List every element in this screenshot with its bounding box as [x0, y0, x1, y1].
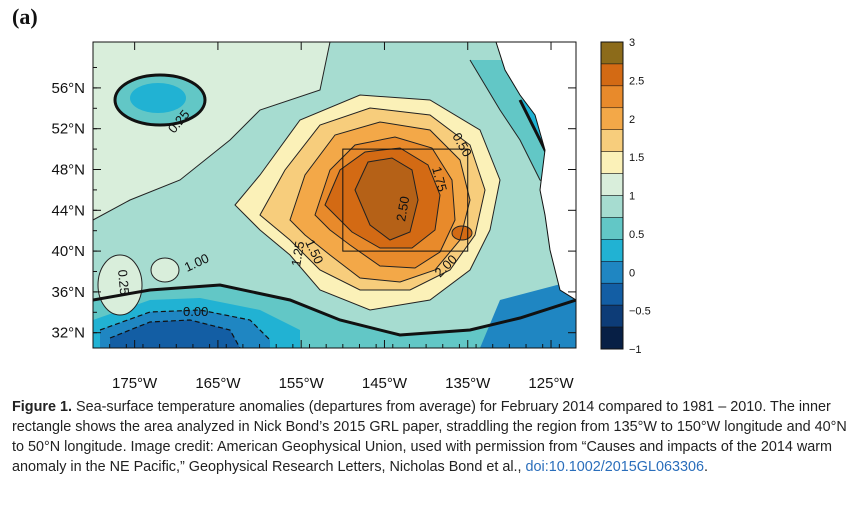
sst-anomaly-figure: (a)	[12, 4, 651, 392]
panel-label: (a)	[12, 4, 38, 29]
lat-tick-label: 40°N	[51, 243, 85, 260]
colorbar-swatch	[600, 239, 624, 262]
contour-label: 2.50	[393, 195, 412, 223]
colorbar-tick-label: 2.5	[629, 75, 644, 87]
contour-label: 1.25	[288, 240, 307, 268]
colorbar-tick-label: 0	[629, 267, 635, 279]
colorbar-swatch	[600, 129, 624, 152]
figure-caption: Figure 1. Sea-surface temperature anomal…	[12, 397, 852, 477]
lat-tick-label: 48°N	[51, 162, 85, 179]
colorbar-swatch	[600, 304, 624, 328]
lat-tick-label: 44°N	[51, 202, 85, 219]
longitude-axis: 175°W 165°W 155°W 145°W 135°W 125°W	[109, 42, 574, 392]
contour-label: 0.25	[115, 269, 132, 296]
latitude-axis: 56°N 52°N 48°N 44°N 40°N 36°N 32°N	[51, 67, 576, 342]
lon-tick-label: 125°W	[528, 375, 574, 392]
analysis-rectangle	[342, 148, 469, 252]
colorbar-tick-label: −0.5	[629, 306, 651, 318]
colorbar-swatch	[600, 326, 624, 350]
colorbar-tick-label: 2	[629, 114, 635, 126]
caption-end: .	[703, 459, 708, 475]
colorbar-swatch	[600, 151, 624, 174]
colorbar-swatch	[600, 195, 624, 218]
anomaly-field	[93, 42, 576, 348]
colorbar: 3 2.5 2 1.5 1 0.5 0 −0.5 −1	[600, 37, 651, 356]
lon-tick-label: 175°W	[112, 375, 158, 392]
colorbar-swatch	[600, 107, 624, 130]
colorbar-tick-label: 0.5	[629, 229, 644, 241]
colorbar-tick-label: 1	[629, 191, 635, 203]
colorbar-tick-label: 1.5	[629, 152, 644, 164]
colorbar-tick-label: −1	[629, 344, 642, 356]
map-frame	[92, 41, 577, 349]
colorbar-swatch	[600, 63, 624, 87]
lon-tick-label: 165°W	[195, 375, 241, 392]
colorbar-swatch	[600, 261, 624, 284]
lon-tick-label: 145°W	[362, 375, 408, 392]
colorbar-swatch	[600, 173, 624, 196]
colorbar-swatch	[600, 217, 624, 240]
colorbar-swatch	[600, 41, 624, 65]
lat-tick-label: 52°N	[51, 121, 85, 138]
caption-text: Sea-surface temperature anomalies (depar…	[12, 399, 847, 475]
colorbar-tick-label: 3	[629, 37, 635, 49]
colorbar-frame	[600, 41, 624, 350]
contour-label: 0.00	[183, 304, 208, 319]
lat-tick-label: 36°N	[51, 284, 85, 301]
doi-link[interactable]: doi:10.1002/2015GL063306	[525, 459, 704, 475]
colorbar-swatch	[600, 85, 624, 109]
lon-tick-label: 155°W	[279, 375, 325, 392]
sst-map: 0.25 0.50 1.75 2.50 1.00 1.50 1.25 2.00 …	[51, 37, 651, 392]
contour-label: 1.75	[429, 165, 450, 193]
caption-lead: Figure 1.	[12, 399, 72, 415]
colorbar-swatch	[600, 282, 624, 306]
lat-tick-label: 56°N	[51, 80, 85, 97]
lat-tick-label: 32°N	[51, 325, 85, 342]
lon-tick-label: 135°W	[445, 375, 491, 392]
